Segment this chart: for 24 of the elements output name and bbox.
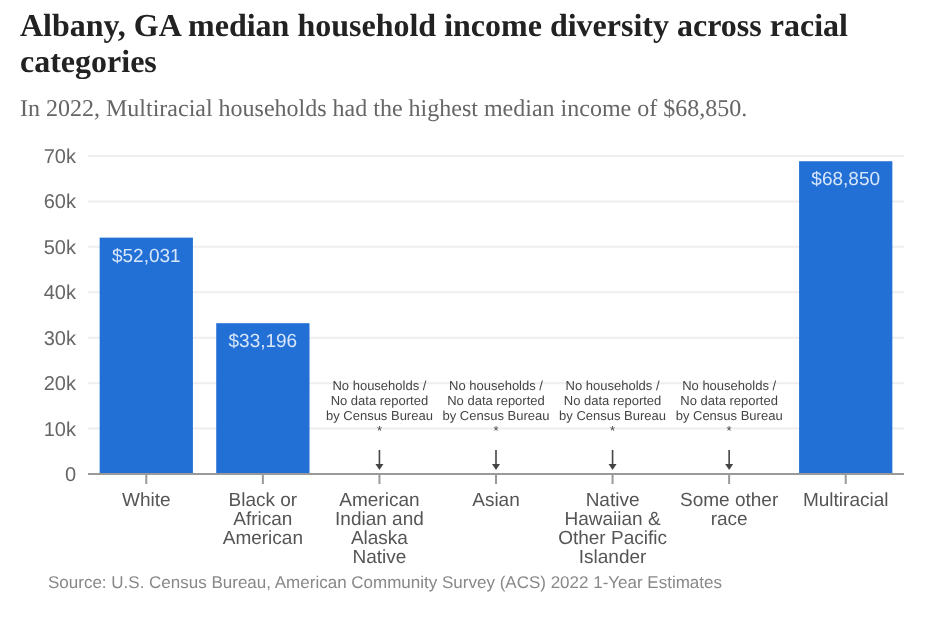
y-tick-label: 40k — [43, 283, 78, 306]
x-tick-label: Some other race — [680, 490, 779, 531]
chart-subtitle: In 2022, Multiracial households had the highest median income of $68,850. — [20, 94, 748, 122]
y-tick-label: 20k — [43, 374, 78, 397]
bar — [99, 237, 193, 474]
x-tick-label: Black or African American — [222, 490, 303, 550]
data-label: $33,196 — [228, 331, 298, 354]
y-tick-label: 70k — [43, 147, 78, 169]
y-tick-label: 60k — [43, 192, 78, 215]
x-tick-label: White — [121, 490, 171, 512]
y-tick-label: 30k — [43, 328, 78, 351]
bar — [216, 323, 310, 474]
bar — [799, 161, 893, 474]
y-tick-label: 50k — [43, 237, 78, 260]
chart-title: Albany, GA median household income diversity across racial categories — [20, 10, 850, 80]
x-tick-label: Multiracial — [802, 490, 889, 512]
source-note: Source: U.S. Census Bureau, American Community Survey (ACS) 2022 1-Year Estimates — [48, 572, 722, 592]
data-label: $52,031 — [111, 245, 181, 268]
x-tick-label: American Indian and Alaska Native — [335, 490, 424, 569]
y-tick-label: 0 — [64, 465, 77, 487]
x-tick-label: Asian — [472, 490, 520, 512]
x-tick-label: Native Hawaiian & Other Pacific Islander — [558, 490, 668, 569]
data-label: $68,850 — [811, 169, 881, 192]
y-tick-label: 10k — [43, 419, 78, 442]
